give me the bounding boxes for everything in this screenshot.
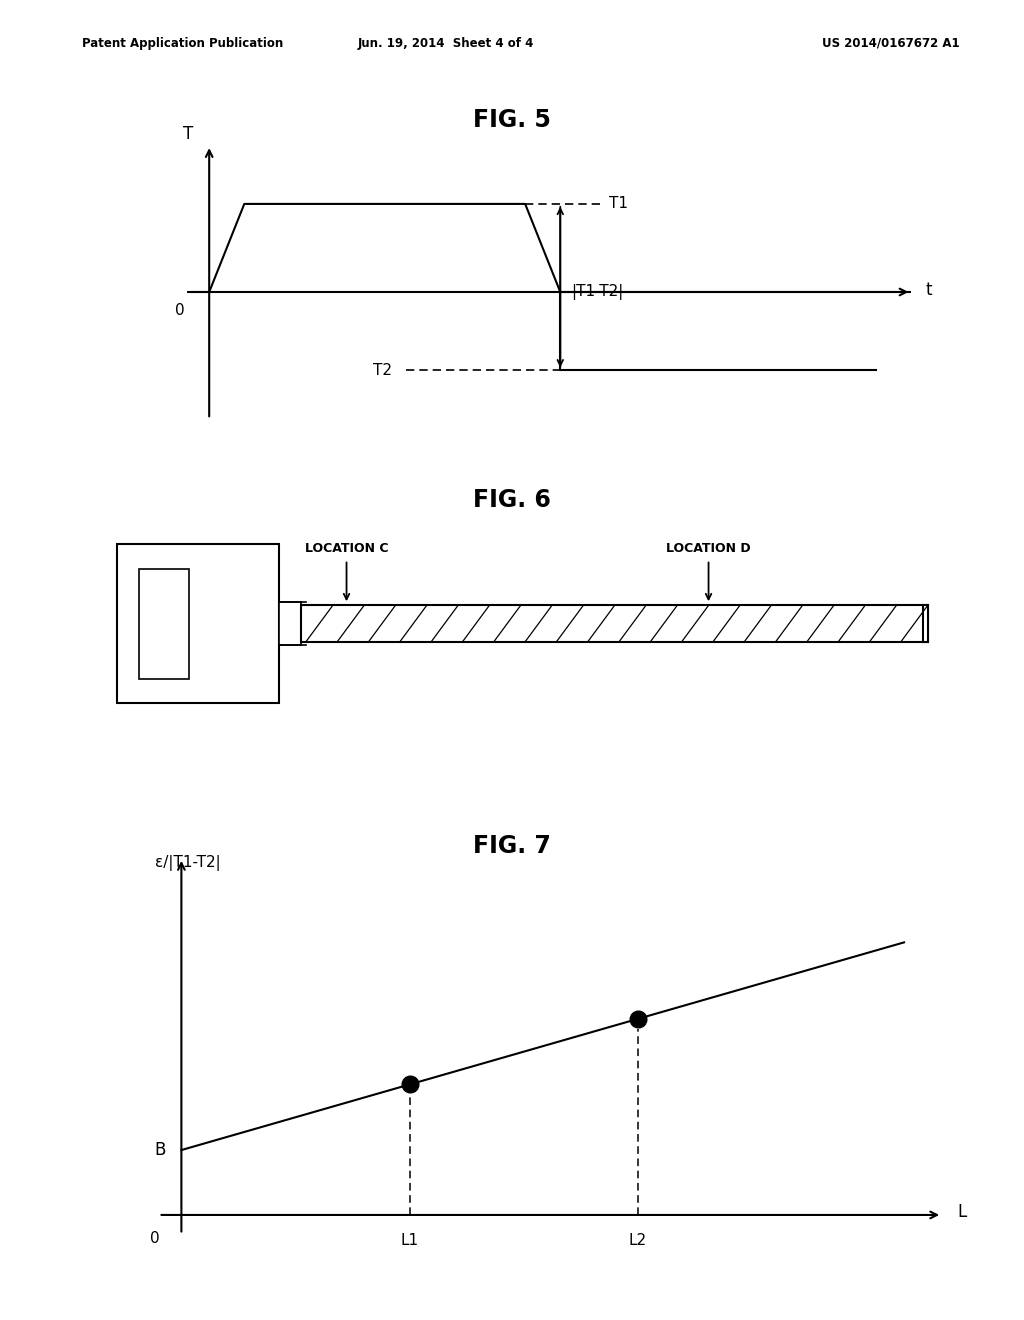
- Text: FIG. 6: FIG. 6: [473, 488, 551, 512]
- Bar: [117, 544, 279, 704]
- Text: |T1-T2|: |T1-T2|: [570, 284, 624, 300]
- Text: LOCATION C: LOCATION C: [305, 541, 388, 554]
- Text: T: T: [183, 125, 194, 143]
- Text: t: t: [926, 281, 932, 298]
- Text: 0: 0: [175, 302, 184, 318]
- Text: US 2014/0167672 A1: US 2014/0167672 A1: [822, 37, 959, 50]
- Text: ε/|T1-T2|: ε/|T1-T2|: [155, 855, 220, 871]
- Text: LOCATION D: LOCATION D: [667, 541, 751, 554]
- Text: L1: L1: [400, 1233, 419, 1249]
- Text: FIG. 5: FIG. 5: [473, 108, 551, 132]
- Bar: [139, 569, 188, 678]
- Bar: [279, 602, 301, 645]
- Bar: [924, 606, 928, 642]
- Text: Jun. 19, 2014  Sheet 4 of 4: Jun. 19, 2014 Sheet 4 of 4: [357, 37, 534, 50]
- Text: L2: L2: [629, 1233, 647, 1249]
- Text: B: B: [155, 1140, 166, 1159]
- Text: 0: 0: [150, 1232, 160, 1246]
- Text: FIG. 7: FIG. 7: [473, 834, 551, 858]
- Bar: [301, 606, 928, 642]
- Text: T1: T1: [609, 197, 629, 211]
- Text: L: L: [957, 1203, 967, 1221]
- Text: Patent Application Publication: Patent Application Publication: [82, 37, 284, 50]
- Text: T2: T2: [373, 363, 392, 378]
